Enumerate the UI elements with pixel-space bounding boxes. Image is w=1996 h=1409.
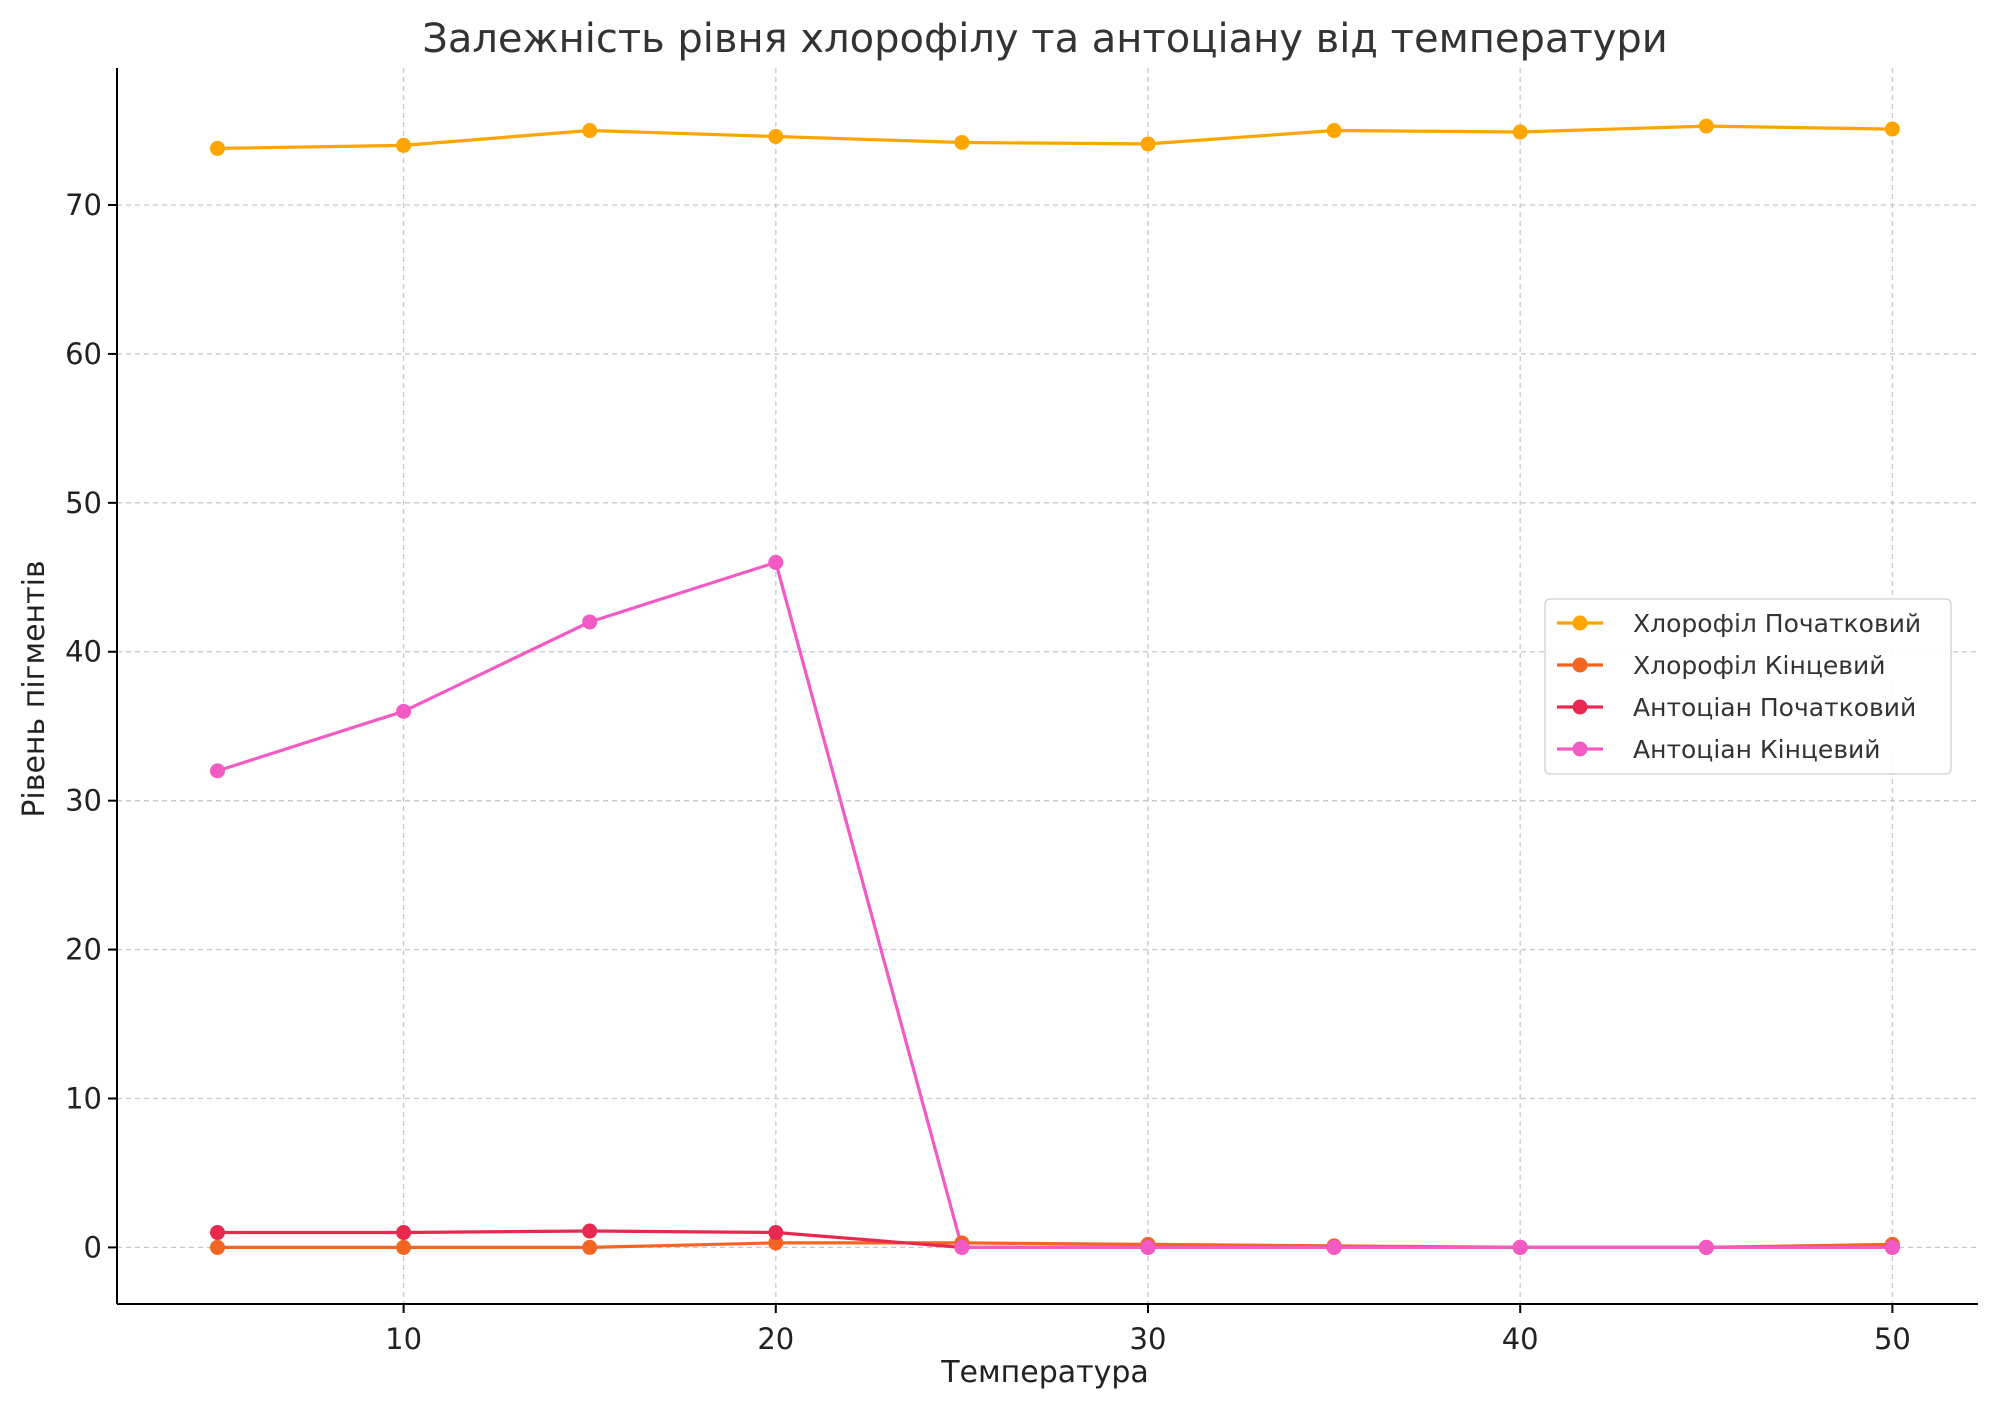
series-line-3 <box>217 560 1893 1250</box>
legend-marker-2 <box>1572 699 1588 715</box>
data-point-0-1 <box>396 137 412 153</box>
data-point-1-0 <box>209 1239 225 1255</box>
x-tick-label: 40 <box>1502 1322 1539 1356</box>
y-axis-label: Рівень пігментів <box>17 560 52 817</box>
axes: 10 20 30 40 50 0 10 20 30 40 50 60 70 <box>65 68 1978 1356</box>
data-point-0-3 <box>768 129 784 145</box>
data-point-3-2 <box>582 614 598 630</box>
data-point-3-9 <box>1884 1239 1900 1255</box>
y-tick-label: 10 <box>65 1081 102 1115</box>
legend-marker-1 <box>1572 657 1588 673</box>
x-tick-label: 30 <box>1130 1322 1167 1356</box>
legend-label-3: Антоціан Кінцевий <box>1633 735 1881 764</box>
data-point-3-6 <box>1326 1239 1342 1255</box>
y-tick-label: 70 <box>65 188 102 222</box>
data-point-0-7 <box>1512 124 1528 140</box>
y-tick-label: 50 <box>65 486 102 520</box>
x-tick-label: 20 <box>757 1322 794 1356</box>
chart-title: Залежність рівня хлорофілу та антоціану … <box>422 16 1668 62</box>
series-lines <box>217 124 1893 1250</box>
y-tick-label: 60 <box>65 337 102 371</box>
data-point-0-5 <box>1140 136 1156 152</box>
y-tick-label: 0 <box>84 1230 102 1264</box>
data-point-2-3 <box>768 1225 784 1241</box>
data-markers <box>209 118 1900 1255</box>
data-point-0-0 <box>209 140 225 156</box>
legend-marker-0 <box>1572 615 1588 631</box>
data-point-1-3 <box>768 1235 784 1251</box>
data-point-2-1 <box>396 1225 412 1241</box>
series-line-0 <box>217 124 1893 150</box>
legend-box <box>1544 598 1952 775</box>
data-point-3-7 <box>1512 1239 1528 1255</box>
y-tick-label: 20 <box>65 933 102 967</box>
y-tick-label: 30 <box>65 784 102 818</box>
data-point-3-1 <box>396 703 412 719</box>
legend: Хлорофіл Початковий Хлорофіл Кінцевий Анто… <box>1544 598 1952 775</box>
x-axis-label: Температура <box>940 1355 1149 1390</box>
y-tick-label: 40 <box>65 635 102 669</box>
data-point-3-5 <box>1140 1239 1156 1255</box>
legend-label-1: Хлорофіл Кінцевий <box>1633 651 1885 680</box>
x-tick-label: 50 <box>1874 1322 1911 1356</box>
data-point-1-2 <box>582 1239 598 1255</box>
data-point-1-1 <box>396 1239 412 1255</box>
data-point-3-8 <box>1698 1239 1714 1255</box>
legend-label-2: Антоціан Початковий <box>1633 693 1916 722</box>
data-point-3-0 <box>209 763 225 779</box>
data-point-3-4 <box>954 1239 970 1255</box>
data-point-0-8 <box>1698 118 1714 134</box>
data-point-0-6 <box>1326 123 1342 139</box>
legend-label-0: Хлорофіл Початковий <box>1633 609 1921 638</box>
data-point-2-2 <box>582 1223 598 1239</box>
x-tick-label: 10 <box>385 1322 422 1356</box>
data-point-2-0 <box>209 1225 225 1241</box>
data-point-0-2 <box>582 123 598 139</box>
data-point-3-3 <box>768 554 784 570</box>
legend-marker-3 <box>1572 741 1588 757</box>
data-point-0-4 <box>954 134 970 150</box>
data-point-0-9 <box>1884 121 1900 137</box>
